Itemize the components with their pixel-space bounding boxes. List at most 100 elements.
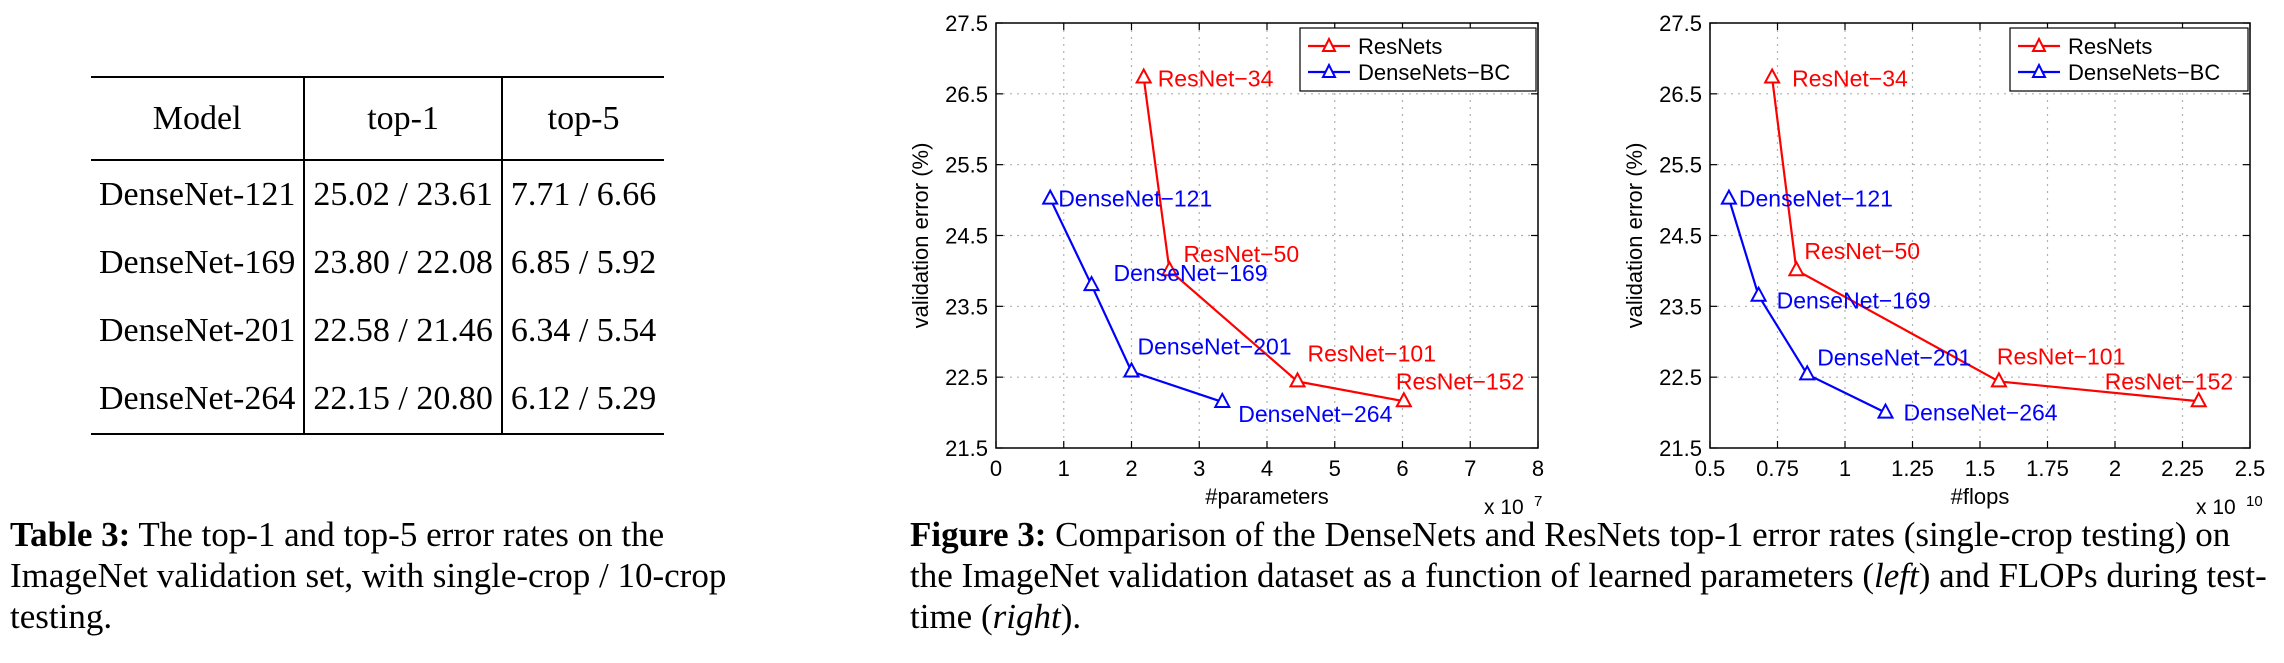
chart-1: 0.5 0.75 1 1.25 1.5 1.75 2 2.25 2.5 21.5 22.5 23.5 2… [1622, 11, 2265, 519]
legend-marker [2031, 36, 2047, 52]
x-tick-label: 1.5 [1965, 456, 1996, 481]
table-row: DenseNet-264 22.15 / 20.80 6.12 / 5.29 [91, 365, 665, 435]
legend-marker [1321, 36, 1337, 52]
cell-top1: 22.58 / 21.46 [303, 297, 502, 365]
table-row: DenseNet-201 22.58 / 21.46 6.34 / 5.54 [91, 297, 665, 365]
cell-model: DenseNet-121 [99, 176, 296, 213]
x-tick-label: 6 [1396, 456, 1408, 481]
x-tick-label: 0.5 [1695, 456, 1726, 481]
data-point-label: ResNet−101 [1997, 343, 2125, 369]
data-point [1798, 364, 1816, 381]
data-point-label: DenseNet−201 [1817, 344, 1971, 370]
figure-caption-text-1: Comparison of the DenseNets and ResNets … [910, 515, 2231, 595]
cell-top5: 7.71 / 6.66 [500, 160, 665, 229]
data-point-label: DenseNet−121 [1058, 186, 1212, 212]
data-point-label: ResNet−34 [1792, 66, 1908, 92]
data-point [1288, 371, 1307, 388]
y-tick-label: 22.5 [1659, 365, 1702, 390]
x-tick-label: 1.25 [1891, 456, 1934, 481]
data-point [1720, 188, 1738, 205]
x-tick-label: 7 [1464, 456, 1476, 481]
series-line-densenets [1049, 198, 1223, 404]
table-caption-text: The top-1 and top-5 error rates on the I… [10, 515, 727, 636]
data-point-label: ResNet−152 [1396, 368, 1525, 394]
y-tick-label: 25.5 [1659, 153, 1702, 178]
data-point-label: ResNet−152 [2105, 368, 2234, 394]
y-tick-label: 23.5 [945, 294, 988, 319]
x-tick-label: 8 [1532, 456, 1544, 481]
series-line-densenets [1727, 198, 1886, 414]
cell-model: DenseNet-201 [99, 312, 296, 349]
chart-0: 0 1 2 3 4 5 6 7 8 21.5 22.5 23.5 24.5 25.5 26.5 27.5 #pa… [908, 11, 1544, 519]
cell-top1: 23.80 / 22.08 [303, 229, 502, 297]
data-point [1395, 391, 1413, 408]
cell-top1: 25.02 / 23.61 [303, 160, 502, 229]
figure-caption-text-3: ). [1060, 597, 1082, 636]
legend-entry: ResNets [2068, 34, 2152, 59]
legend-box [1299, 27, 1537, 92]
data-point-label: DenseNet−121 [1739, 186, 1893, 212]
legend-box [2009, 27, 2249, 92]
data-point-label: ResNet−50 [1804, 238, 1920, 264]
table-header-row: Model top-1 top-5 [91, 76, 665, 161]
figure-caption-text-2: ) and FLOPs during test-time ( [910, 556, 2267, 636]
data-point [1041, 188, 1059, 205]
x-tick-label: 2.5 [2235, 456, 2266, 481]
series-line-resnets [1142, 77, 1405, 403]
y-tick-label: 22.5 [945, 365, 988, 390]
data-point-label: DenseNet−264 [1238, 401, 1392, 427]
table-caption-label: Table 3: [10, 515, 131, 554]
data-point [1990, 371, 2008, 388]
figure-caption-label: Figure 3: [910, 515, 1047, 554]
y-tick-label: 21.5 [1659, 436, 1702, 461]
cell-top5: 6.12 / 5.29 [500, 365, 665, 435]
data-point [1160, 260, 1179, 277]
cell-model: DenseNet-169 [99, 244, 296, 281]
data-point-label: ResNet−34 [1158, 66, 1274, 92]
data-point-label: ResNet−101 [1307, 340, 1436, 366]
y-tick-label: 26.5 [945, 82, 988, 107]
cell-top1: 22.15 / 20.80 [303, 365, 502, 435]
y-tick-label: 26.5 [1659, 82, 1702, 107]
y-axis-label: validation error (%) [1622, 143, 1647, 329]
y-tick-label: 24.5 [945, 224, 988, 249]
legend-entry: ResNets [1358, 34, 1442, 59]
x-tick-label: 2.25 [2161, 456, 2204, 481]
data-point [2190, 391, 2208, 408]
data-point-label: DenseNet−169 [1114, 260, 1268, 286]
figure-caption: Figure 3: Comparison of the DenseNets an… [910, 514, 2280, 637]
x-tick-label: 2 [2109, 456, 2121, 481]
x-tick-label: 4 [1261, 456, 1273, 481]
x-tick-label: 0.75 [1756, 456, 1799, 481]
data-point [1787, 260, 1806, 277]
x-axis-label: #parameters [1205, 484, 1329, 509]
header-top5: top-5 [500, 76, 665, 161]
x-tick-label: 1.75 [2026, 456, 2069, 481]
data-point [1763, 67, 1781, 84]
legend-entry: DenseNets−BC [1358, 60, 1510, 85]
x-tick-label: 5 [1329, 456, 1341, 481]
x-multiplier-exp: 7 [1534, 493, 1542, 510]
x-tick-label: 0 [990, 456, 1002, 481]
table-row: DenseNet-121 25.02 / 23.61 7.71 / 6.66 [91, 160, 665, 229]
x-multiplier-label: x 10 [2196, 496, 2236, 519]
x-axis-label: #flops [1951, 484, 2010, 509]
data-point-label: ResNet−50 [1183, 241, 1299, 267]
header-model: Model [91, 76, 305, 161]
legend-marker [2031, 62, 2047, 78]
y-tick-label: 27.5 [945, 11, 988, 36]
legend-entry: DenseNets−BC [2068, 60, 2220, 85]
legend-marker [1321, 62, 1337, 78]
y-tick-label: 27.5 [1659, 11, 1702, 36]
x-multiplier-exp: 10 [2246, 493, 2263, 510]
cell-top5: 6.85 / 5.92 [500, 229, 665, 297]
series-line-resnets [1771, 77, 2199, 403]
data-point [1749, 285, 1768, 302]
figure-caption-left: left [1874, 556, 1919, 595]
figure-caption-right: right [992, 597, 1061, 636]
cell-model: DenseNet-264 [91, 365, 305, 435]
y-tick-label: 25.5 [945, 153, 988, 178]
